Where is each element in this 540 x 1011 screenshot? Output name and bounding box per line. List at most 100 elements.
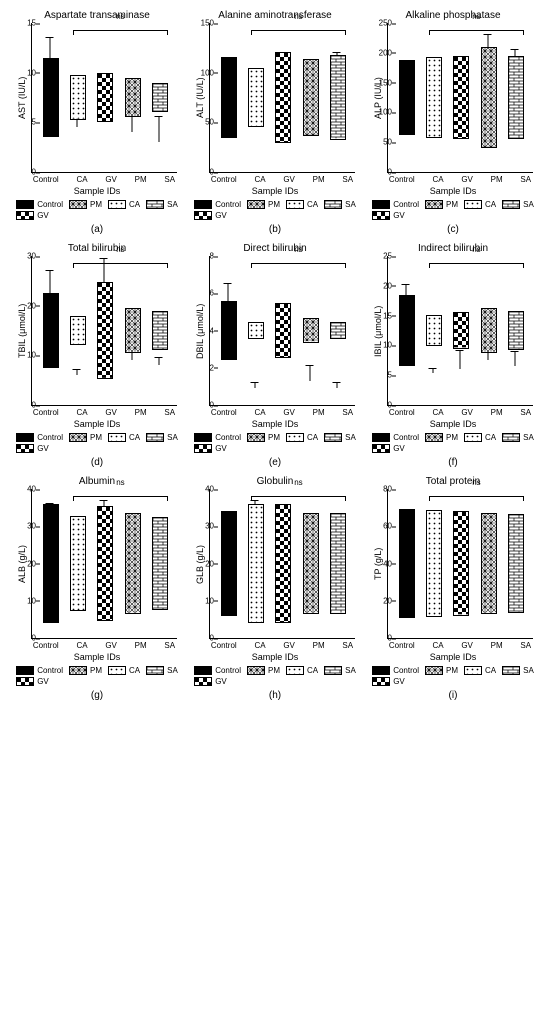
bar-ca [424,256,442,405]
bar-pm [301,23,319,172]
bar-gv [273,23,291,172]
bar-sa [328,23,346,172]
x-ticks: ControlCAGVPMSA [10,173,184,184]
panel-h: GlobulinGLB (g/L)010203040nsControlCAGVP… [188,476,362,701]
x-tick-label: PM [135,641,147,650]
legend-label: SA [523,200,534,209]
legend-label: Control [37,200,63,209]
error-bar [159,116,160,142]
legend-item-control: Control [16,433,63,442]
legend-item-ca: CA [108,433,140,442]
bar-control [41,489,59,638]
bar-control [219,489,237,638]
bar [70,75,86,120]
x-ticks: ControlCAGVPMSA [10,406,184,417]
legend-label: GV [215,677,227,686]
legend-label: SA [523,433,534,442]
error-cap [511,351,519,352]
bar [152,311,168,351]
legend-item-control: Control [372,433,419,442]
legend-swatch-control [194,200,212,209]
legend-label: CA [485,200,496,209]
ns-label: ns [472,478,480,487]
legend-item-ca: CA [464,666,496,675]
bar [481,308,497,353]
legend-swatch-control [372,433,390,442]
legend-item-ca: CA [464,433,496,442]
x-ticks: ControlCAGVPMSA [188,406,362,417]
x-tick-label: Control [389,408,415,417]
legend-item-sa: SA [502,200,534,209]
bar-ca [246,23,264,172]
legend-label: SA [167,666,178,675]
legend-label: PM [446,433,458,442]
plot: 050100150200250ns [387,23,533,173]
x-tick-label: PM [135,408,147,417]
ns-label: ns [116,12,124,21]
legend-label: CA [307,200,318,209]
legend-item-sa: SA [324,200,356,209]
bars-container [210,256,355,405]
error-bar [433,368,434,373]
legend-swatch-control [194,433,212,442]
legend-swatch-sa [146,433,164,442]
legend-item-ca: CA [108,200,140,209]
legend-label: CA [129,666,140,675]
legend-label: Control [215,433,241,442]
legend-item-ca: CA [286,433,318,442]
legend-swatch-ca [108,433,126,442]
bar [248,322,264,339]
legend-label: PM [268,666,280,675]
legend-label: SA [345,433,356,442]
x-axis-label: Sample IDs [252,186,299,196]
legend-label: GV [393,444,405,453]
legend: ControlPMCASAGV [16,433,178,453]
x-tick-label: GV [283,175,295,184]
ns-label: ns [294,245,302,254]
error-cap [511,49,519,50]
bars-container [32,489,177,638]
legend-swatch-sa [324,200,342,209]
panel-letter: (i) [449,690,458,701]
legend-label: Control [393,666,419,675]
bar-pm [123,489,141,638]
legend-swatch-gv [194,444,212,453]
bar-ca [424,489,442,638]
x-tick-label: CA [432,641,443,650]
legend-label: CA [129,200,140,209]
error-cap [456,350,464,351]
x-tick-label: PM [313,175,325,184]
error-bar [460,351,461,369]
error-cap [333,382,341,383]
legend-label: PM [446,666,458,675]
bar-sa [506,256,524,405]
legend-swatch-control [16,666,34,675]
legend-label: Control [37,666,63,675]
plot: 0510152025ns [387,256,533,406]
legend-label: GV [215,444,227,453]
bar [399,509,415,619]
legend-item-control: Control [194,666,241,675]
legend-swatch-sa [324,433,342,442]
legend-item-gv: GV [194,677,241,686]
bar-pm [301,489,319,638]
legend-swatch-sa [324,666,342,675]
legend-swatch-pm [247,433,265,442]
legend-swatch-gv [194,211,212,220]
x-tick-label: Control [389,175,415,184]
bar [97,506,113,621]
bar [303,513,319,614]
x-ticks: ControlCAGVPMSA [366,406,540,417]
bar [426,57,442,137]
x-tick-label: GV [461,408,473,417]
bar-ca [246,489,264,638]
legend-item-ca: CA [286,200,318,209]
panel-b: Alanine aminotransferaseALT (IU/L)050100… [188,10,362,235]
legend-item-control: Control [372,666,419,675]
bars-container [388,256,533,405]
legend-swatch-pm [69,666,87,675]
error-bar [337,383,338,389]
bar-pm [301,256,319,405]
error-cap [483,34,491,35]
error-cap [45,270,53,271]
